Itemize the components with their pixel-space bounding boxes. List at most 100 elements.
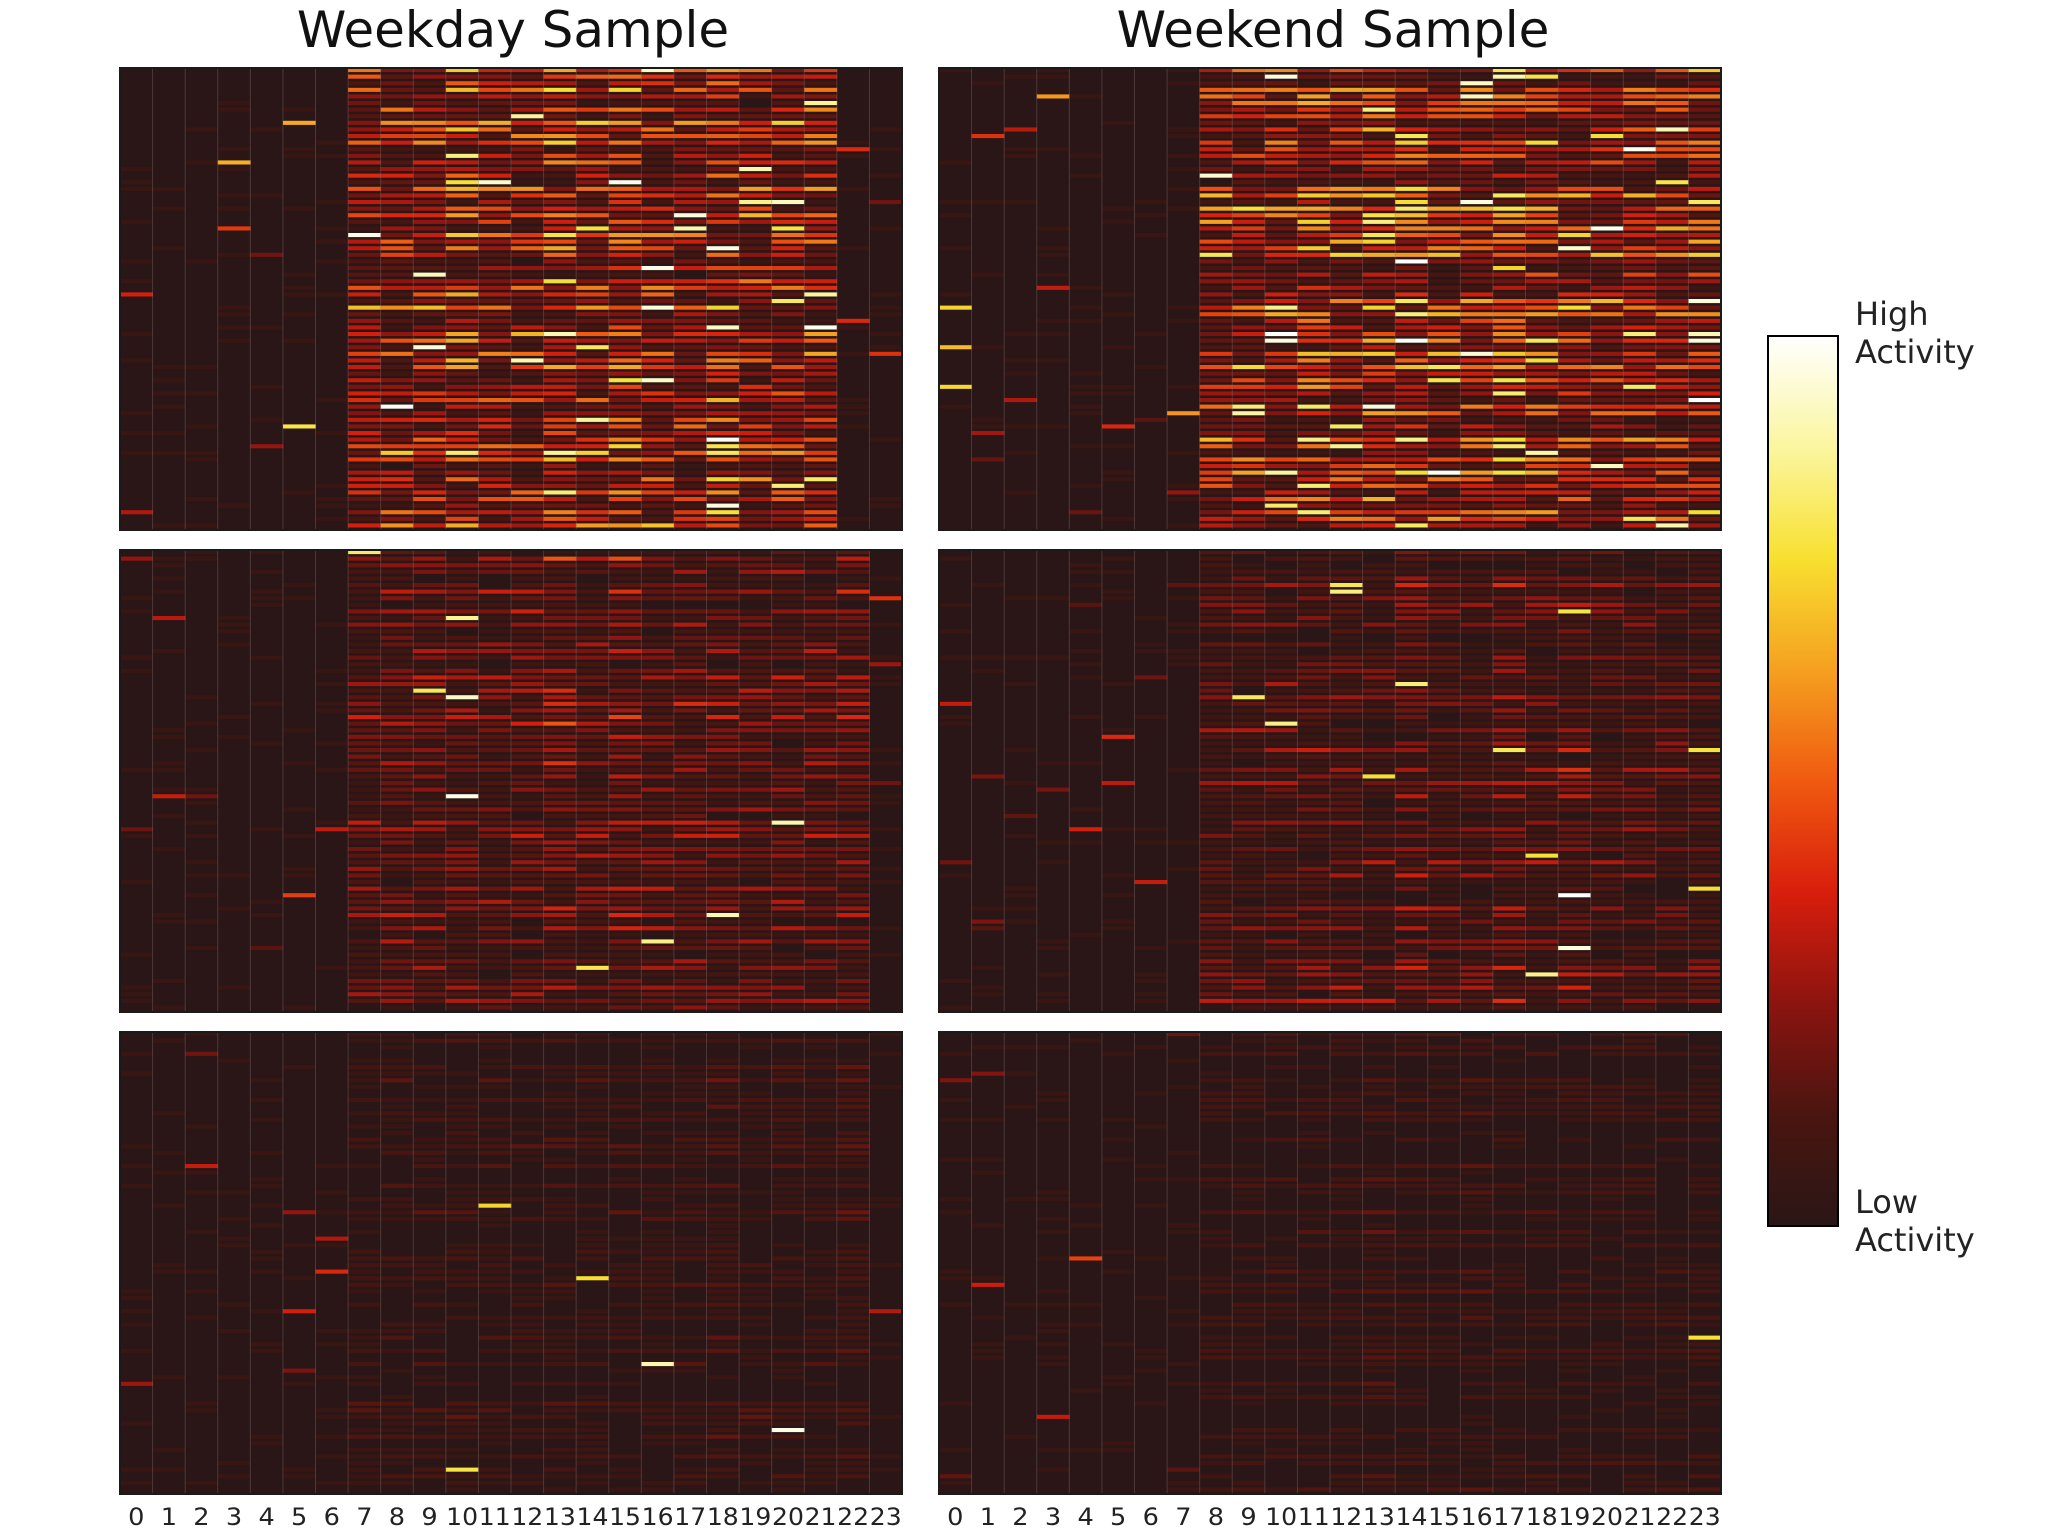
heatmap-cell [1101, 312, 1135, 317]
heatmap-cell [1297, 814, 1331, 819]
heatmap-cell [1460, 510, 1494, 515]
heatmap-cell [608, 616, 642, 621]
heatmap-cell [673, 972, 707, 977]
heatmap-cell [282, 292, 316, 297]
heatmap-cell [120, 655, 153, 660]
heatmap-cell [1199, 721, 1233, 726]
heatmap-cell [706, 391, 740, 396]
heatmap-cell [706, 919, 740, 924]
heatmap-cell [511, 675, 544, 680]
heatmap-cell [1590, 965, 1624, 970]
heatmap-cell [413, 721, 447, 726]
heatmap-cell [1492, 715, 1526, 720]
heatmap-cell [1395, 272, 1429, 277]
heatmap-cell [1492, 523, 1526, 528]
heatmap-cell [1330, 675, 1363, 680]
heatmap-cell [1330, 622, 1363, 627]
heatmap-cell [836, 556, 870, 561]
heatmap-cell [673, 992, 707, 997]
heatmap-cell [348, 655, 381, 660]
heatmap-cell [413, 167, 447, 172]
heatmap-cell [511, 483, 544, 488]
heatmap-cell [1492, 985, 1526, 990]
heatmap-cell [1069, 827, 1103, 832]
heatmap-cell [1590, 101, 1624, 106]
heatmap-cell [1427, 913, 1461, 918]
heatmap-cell [152, 1038, 186, 1043]
heatmap-cell [1460, 404, 1494, 409]
heatmap-cell [1232, 866, 1266, 871]
heatmap-cell [1460, 219, 1494, 224]
heatmap-cell [804, 404, 838, 409]
heatmap-cell [1362, 140, 1396, 145]
heatmap-cell [608, 233, 642, 238]
heatmap-cell [1395, 312, 1429, 317]
heatmap-cell [1427, 847, 1461, 852]
heatmap-cell [1655, 338, 1689, 343]
heatmap-cell [380, 68, 414, 73]
heatmap-panel-border [119, 67, 903, 531]
heatmap-cell [1623, 153, 1657, 158]
heatmap-cell [1427, 292, 1461, 297]
heatmap-cell [1362, 939, 1396, 944]
heatmap-cell [1655, 959, 1689, 964]
heatmap-cell [1558, 932, 1591, 937]
heatmap-cell [380, 695, 414, 700]
heatmap-cell [804, 81, 838, 86]
heatmap-cell [771, 292, 805, 297]
heatmap-cell [478, 160, 512, 165]
heatmap-cell [1460, 708, 1494, 713]
heatmap-cell [836, 246, 870, 251]
heatmap-cell [1330, 1005, 1363, 1010]
heatmap-cell [673, 873, 707, 878]
heatmap-cell [1395, 662, 1429, 667]
heatmap-cell [445, 365, 479, 370]
heatmap-cell [445, 965, 479, 970]
heatmap-cell [1297, 695, 1331, 700]
heatmap-cell [1558, 649, 1591, 654]
heatmap-cell [445, 464, 479, 469]
heatmap-cell [1623, 814, 1657, 819]
heatmap-cell [445, 583, 479, 588]
heatmap-cell [380, 107, 414, 112]
heatmap-cell [576, 952, 610, 957]
heatmap-cell [478, 820, 512, 825]
heatmap-cell [673, 398, 707, 403]
heatmap-cell [1297, 602, 1331, 607]
heatmap-cell [413, 688, 447, 693]
heatmap-cell [1199, 233, 1233, 238]
heatmap-cell [1558, 820, 1591, 825]
heatmap-cell [543, 959, 577, 964]
heatmap-cell [152, 913, 186, 918]
heatmap-cell [1395, 998, 1429, 1003]
heatmap-cell [1395, 490, 1429, 495]
heatmap-cell [673, 754, 707, 759]
heatmap-cell [511, 68, 544, 73]
heatmap-cell [1590, 213, 1624, 218]
heatmap-cell [1297, 926, 1331, 931]
heatmap-cell [1264, 807, 1298, 812]
heatmap-cell [739, 464, 772, 469]
heatmap-cell [511, 655, 544, 660]
heatmap-cell [1558, 510, 1591, 515]
heatmap-cell [1330, 583, 1363, 588]
heatmap-cell [1264, 893, 1298, 898]
heatmap-cell [836, 728, 870, 733]
heatmap-cell [478, 880, 512, 885]
heatmap-cell [1525, 272, 1559, 277]
heatmap-cell [706, 68, 740, 73]
heatmap-cell [445, 167, 479, 172]
heatmap-cell [1427, 701, 1461, 706]
heatmap-cell [1330, 523, 1363, 528]
heatmap-cell [445, 226, 479, 231]
heatmap-cell [771, 384, 805, 389]
heatmap-cell [1688, 860, 1722, 865]
heatmap-cell [348, 913, 381, 918]
heatmap-cell [413, 490, 447, 495]
heatmap-cell [1297, 833, 1331, 838]
heatmap-cell [673, 252, 707, 257]
heatmap-cell [1199, 299, 1233, 304]
heatmap-cell [1623, 609, 1657, 614]
heatmap-cell [1427, 107, 1461, 112]
heatmap-cell [217, 226, 251, 231]
